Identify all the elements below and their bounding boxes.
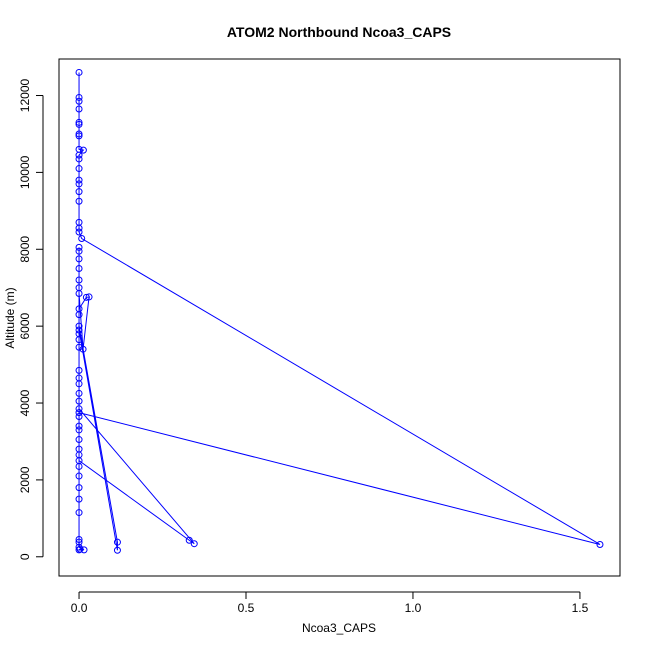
x-tick-label: 1.5 [572,601,589,615]
x-axis-label: Ncoa3_CAPS [302,621,376,635]
series-points-group [75,68,604,554]
data-point [75,118,83,126]
x-tick-label: 0.5 [238,601,255,615]
y-axis-label: Altitude (m) [3,287,17,348]
data-point [75,188,83,196]
series-line-group [78,72,601,551]
data-point [85,293,93,301]
data-point [75,509,83,517]
data-point [75,484,83,492]
data-point [75,546,83,554]
data-point [75,180,83,188]
data-point [75,326,83,334]
data-point [75,228,83,236]
x-axis: 0.0 0.5 1.0 1.5 [71,591,589,615]
data-point [75,264,83,272]
data-point [75,132,83,140]
y-tick-label: 2000 [18,466,32,493]
y-axis: 0 2000 4000 6000 8000 10000 12000 [18,79,44,560]
data-point [75,93,83,101]
data-point [185,536,193,544]
data-point [75,176,83,184]
series-line [78,72,601,551]
data-point [75,276,83,284]
y-tick-label: 4000 [18,389,32,416]
data-point [75,322,83,330]
data-point [596,540,604,548]
y-tick-label: 6000 [18,312,32,339]
data-point [79,345,87,353]
data-point [75,495,83,503]
data-point [75,155,83,163]
data-point [113,546,121,554]
data-point [75,538,83,546]
data-point [79,146,87,154]
data-point [75,436,83,444]
data-point [75,462,83,470]
x-tick-label: 1.0 [405,601,422,615]
data-point [75,472,83,480]
data-point [75,105,83,113]
data-point [113,538,121,546]
y-tick-label: 8000 [18,236,32,263]
data-point [76,545,84,553]
data-point [75,68,83,76]
data-point [75,422,83,430]
data-point [75,405,83,413]
data-point [75,151,83,159]
data-point [78,235,86,243]
x-tick-label: 0.0 [71,601,88,615]
data-point [75,409,83,417]
data-point [75,224,83,232]
y-tick-label: 10000 [18,155,32,189]
data-point [75,243,83,251]
data-point [75,120,83,128]
data-point [75,374,83,382]
data-point [75,165,83,173]
y-tick-label: 0 [18,553,32,560]
data-point [80,546,88,554]
data-point [75,255,83,263]
data-point [75,130,83,138]
data-point [82,293,90,301]
chart-title: ATOM2 Northbound Ncoa3_CAPS [227,24,451,40]
y-tick-label: 12000 [18,79,32,113]
data-point [75,197,83,205]
data-point [75,330,83,338]
data-point [75,426,83,434]
data-point [75,97,83,105]
data-point [75,389,83,397]
data-point [75,366,83,374]
data-point [190,540,198,548]
data-point [75,397,83,405]
data-point [75,343,83,351]
data-point [75,284,83,292]
data-point [75,247,83,255]
plot-frame [58,58,621,577]
data-point [75,535,83,543]
data-point [75,412,83,420]
data-point [75,305,83,313]
